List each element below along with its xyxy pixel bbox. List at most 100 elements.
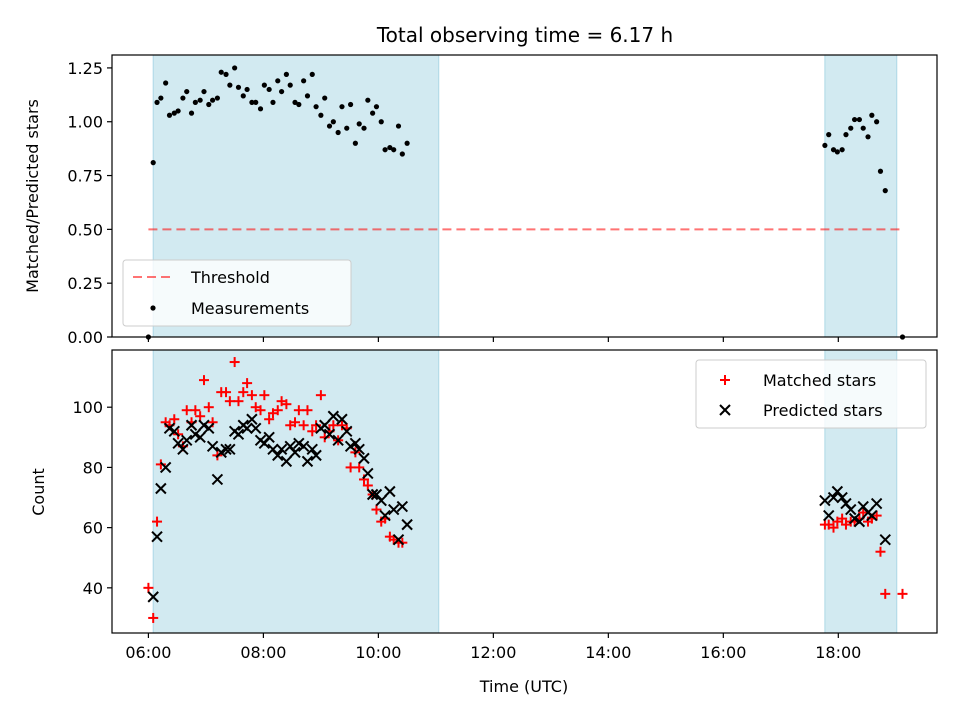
predicted-star-point — [327, 410, 340, 422]
matched-star-point — [229, 357, 240, 368]
predicted-star-point — [336, 413, 348, 425]
measurement-point — [154, 99, 160, 105]
matched-star-point — [354, 462, 365, 473]
top-y-axis-label: Matched/Predicted stars — [23, 99, 42, 293]
top-y-tick-label: 1.25 — [67, 59, 103, 78]
measurement-point — [826, 132, 832, 138]
predicted-star-point-b — [306, 443, 318, 456]
predicted-star-point-b — [211, 473, 224, 486]
measurement-point — [201, 88, 207, 95]
predicted-star-point — [241, 422, 253, 434]
predicted-star-point — [349, 437, 362, 450]
predicted-star-point — [358, 452, 370, 465]
predicted-star-point — [177, 443, 189, 456]
measurement-point — [330, 119, 336, 125]
predicted-star-point — [220, 443, 232, 456]
measurement-point — [188, 110, 195, 116]
predicted-star-point — [151, 530, 163, 543]
legend-measurements-swatch — [150, 305, 156, 311]
measurement-point — [261, 82, 267, 88]
measurement-point — [339, 104, 345, 110]
matched-star-point — [264, 414, 275, 425]
predicted-star-point-b — [194, 431, 206, 444]
measurement-point — [404, 140, 410, 146]
predicted-star-point-b — [206, 440, 219, 453]
predicted-star-point-b — [819, 494, 831, 507]
chart-title: Total observing time = 6.17 h — [376, 23, 673, 47]
measurement-point — [249, 99, 255, 105]
predicted-star-point-b — [159, 461, 172, 474]
measurement-point — [206, 101, 212, 108]
predicted-star-point — [194, 431, 206, 444]
measurement-point — [296, 101, 302, 108]
top-y-tick-label: 0.00 — [67, 328, 103, 347]
matched-star-point — [828, 522, 839, 533]
predicted-star-point — [845, 503, 857, 516]
measurement-point — [227, 82, 233, 88]
top-legend: Threshold Measurements — [122, 259, 352, 327]
predicted-star-point-b — [323, 428, 336, 441]
predicted-star-point — [275, 443, 288, 456]
measurement-point — [356, 121, 362, 127]
bottom-y-tick-label: 60 — [83, 519, 103, 538]
matched-star-point — [311, 420, 322, 431]
predicted-star-point-b — [168, 425, 180, 437]
measurement-point — [839, 147, 845, 153]
predicted-star-point-b — [392, 533, 405, 546]
matched-star-point — [143, 582, 154, 593]
matched-star-point — [259, 390, 270, 401]
predicted-star-point — [362, 467, 374, 480]
predicted-star-point-b — [172, 437, 184, 450]
measurement-point — [395, 123, 402, 129]
predicted-star-point — [819, 494, 831, 507]
measurement-point — [158, 95, 164, 101]
predicted-star-point — [823, 509, 835, 522]
top-observing-window — [824, 54, 898, 338]
legend-predicted-swatch — [719, 404, 731, 416]
predicted-star-point-b — [341, 425, 353, 437]
predicted-star-point-b — [155, 482, 167, 495]
predicted-star-point — [375, 494, 387, 507]
predicted-star-point-b — [185, 419, 198, 431]
top-y-tick-label: 0.50 — [67, 220, 103, 239]
predicted-star-point — [853, 515, 866, 528]
x-tick-label: 16:00 — [700, 643, 746, 662]
predicted-star-point — [263, 431, 275, 444]
measurement-point — [275, 78, 281, 84]
measurement-point — [344, 125, 350, 131]
predicted-star-point-b — [358, 452, 370, 465]
matched-star-point — [246, 390, 257, 401]
predicted-star-point-b — [396, 500, 409, 513]
top-y-tick-label: 1.00 — [67, 113, 103, 132]
predicted-star-point-b — [879, 533, 891, 546]
bottom-legend-box — [695, 359, 927, 429]
matched-star-point — [315, 390, 326, 401]
measurement-point — [301, 78, 307, 84]
measurement-point — [848, 125, 854, 131]
matched-star-point — [181, 405, 192, 416]
top-y-tick-label: 0.25 — [67, 274, 103, 293]
predicted-star-point — [341, 425, 353, 437]
matched-star-point — [875, 546, 886, 557]
predicted-star-point-b — [379, 509, 391, 522]
predicted-star-point-b — [275, 443, 288, 456]
measurement-point — [218, 69, 224, 75]
measurement-point — [184, 88, 190, 95]
bottom-y-ticks: 40 60 80 100 — [72, 398, 112, 598]
measurement-point — [865, 134, 871, 140]
measurement-point — [270, 99, 276, 105]
predicted-star-point — [827, 491, 840, 504]
matched-star-point — [221, 387, 232, 398]
predicted-star-point-b — [349, 437, 362, 450]
predicted-star-point — [870, 497, 883, 510]
predicted-star-point-b — [327, 410, 340, 422]
matched-star-point — [233, 396, 244, 407]
matched-star-point — [169, 414, 180, 425]
predicted-star-point — [866, 509, 878, 522]
measurement-point — [882, 188, 888, 194]
predicted-star-point — [384, 485, 396, 498]
measurement-point — [214, 95, 221, 101]
predicted-star-point-b — [831, 485, 844, 498]
predicted-star-point — [155, 482, 167, 495]
measurement-point — [877, 168, 884, 174]
